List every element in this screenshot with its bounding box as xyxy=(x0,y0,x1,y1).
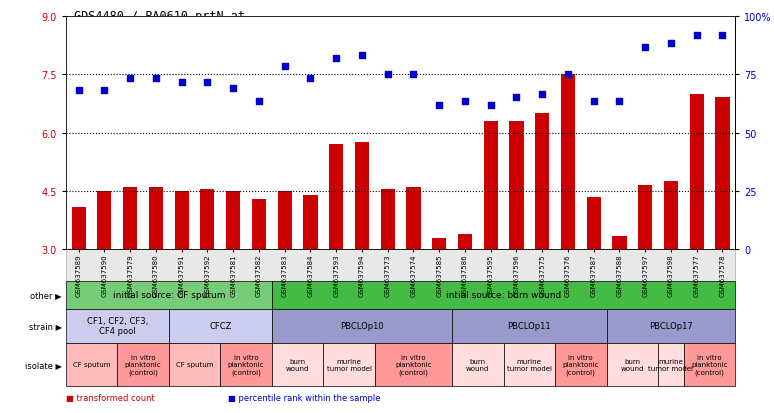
Point xyxy=(407,71,420,78)
Bar xyxy=(278,192,292,250)
Point xyxy=(562,71,574,78)
Bar xyxy=(561,75,575,250)
Point xyxy=(639,44,652,51)
Text: burn
wound: burn wound xyxy=(466,358,489,371)
Bar xyxy=(535,114,550,250)
Bar xyxy=(303,195,317,250)
Bar xyxy=(200,190,214,250)
Point xyxy=(149,76,162,82)
Point xyxy=(279,64,291,70)
Point xyxy=(716,33,728,39)
Bar xyxy=(71,207,86,250)
Text: isolate ▶: isolate ▶ xyxy=(25,360,62,369)
Bar xyxy=(664,182,678,250)
Bar xyxy=(226,192,240,250)
Text: CF sputum: CF sputum xyxy=(73,361,110,368)
Point xyxy=(227,85,239,92)
Text: in vitro
planktonic
(control): in vitro planktonic (control) xyxy=(563,354,599,375)
Point xyxy=(382,71,394,78)
Text: in vitro
planktonic
(control): in vitro planktonic (control) xyxy=(125,354,161,375)
Text: PBCLOp17: PBCLOp17 xyxy=(649,321,693,330)
Bar xyxy=(587,197,601,250)
Text: intial source: burn wound: intial source: burn wound xyxy=(446,290,561,299)
Point xyxy=(304,76,317,82)
Text: CF1, CF2, CF3,
CF4 pool: CF1, CF2, CF3, CF4 pool xyxy=(87,316,148,335)
Bar xyxy=(509,121,523,250)
Text: burn
wound: burn wound xyxy=(286,358,310,371)
Text: in vitro
planktonic
(control): in vitro planktonic (control) xyxy=(691,354,728,375)
Point xyxy=(330,56,342,63)
Point xyxy=(536,91,548,97)
Text: CFCZ: CFCZ xyxy=(209,321,231,330)
Point xyxy=(356,52,368,59)
Point xyxy=(73,87,85,94)
Point xyxy=(587,99,600,105)
Text: in vitro
planktonic
(control): in vitro planktonic (control) xyxy=(228,354,265,375)
Bar xyxy=(690,94,704,250)
Text: CF sputum: CF sputum xyxy=(176,361,214,368)
Text: GDS4480 / PA0610_prtN_at: GDS4480 / PA0610_prtN_at xyxy=(74,10,245,23)
Text: in vitro
planktonic
(control): in vitro planktonic (control) xyxy=(395,354,432,375)
Bar xyxy=(612,236,626,250)
Point xyxy=(665,40,677,47)
Bar xyxy=(638,186,652,250)
Bar xyxy=(484,121,498,250)
Point xyxy=(201,79,214,86)
Bar xyxy=(252,199,266,250)
Point xyxy=(510,95,522,102)
Point xyxy=(253,99,265,105)
Bar xyxy=(175,192,189,250)
Text: murine
tumor model: murine tumor model xyxy=(649,358,694,371)
Point xyxy=(485,103,497,109)
Point xyxy=(176,79,188,86)
Point xyxy=(690,33,703,39)
Bar xyxy=(98,192,111,250)
Bar xyxy=(432,238,447,250)
Text: ■ percentile rank within the sample: ■ percentile rank within the sample xyxy=(228,393,381,402)
Bar xyxy=(354,143,369,250)
Point xyxy=(124,76,136,82)
Bar xyxy=(381,190,395,250)
Bar xyxy=(406,188,420,250)
Text: murine
tumor model: murine tumor model xyxy=(507,358,552,371)
Point xyxy=(433,103,445,109)
Text: strain ▶: strain ▶ xyxy=(29,321,62,330)
Text: PBCLOp11: PBCLOp11 xyxy=(508,321,551,330)
Text: burn
wound: burn wound xyxy=(621,358,644,371)
Bar xyxy=(149,188,163,250)
Text: initial source: CF sputum: initial source: CF sputum xyxy=(112,290,225,299)
Text: ■ transformed count: ■ transformed count xyxy=(66,393,155,402)
Text: murine
tumor model: murine tumor model xyxy=(327,358,372,371)
Point xyxy=(98,87,111,94)
Text: PBCLOp10: PBCLOp10 xyxy=(340,321,384,330)
Bar xyxy=(123,188,137,250)
Bar xyxy=(329,145,343,250)
Bar xyxy=(458,234,472,250)
Bar xyxy=(715,98,730,250)
Point xyxy=(613,99,625,105)
Text: other ▶: other ▶ xyxy=(30,290,62,299)
Point xyxy=(459,99,471,105)
